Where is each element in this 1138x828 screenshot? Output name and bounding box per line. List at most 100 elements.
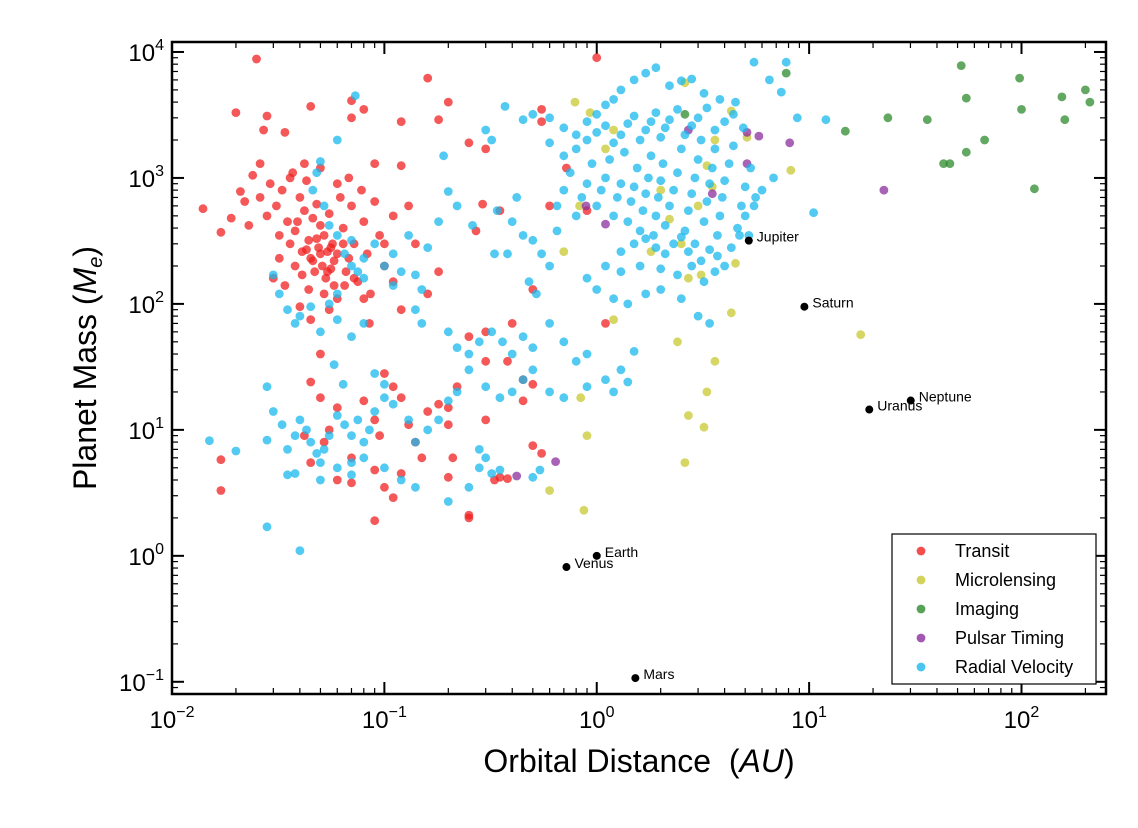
legend-marker-microlensing [916,575,926,585]
point-radial-velocity [623,217,633,227]
point-radial-velocity [669,239,678,249]
point-pulsar-timing [551,457,560,466]
x-tick-label: 100 [579,704,615,734]
point-transit [478,199,487,209]
point-radial-velocity [411,270,420,280]
point-imaging [1085,97,1095,107]
point-radial-velocity [609,95,618,104]
point-radial-velocity [609,211,618,221]
point-radial-velocity [290,319,300,328]
point-radial-velocity [411,305,420,315]
point-radial-velocity [464,365,474,375]
point-radial-velocity [495,393,505,403]
point-microlensing [673,337,682,347]
point-transit [306,458,316,467]
point-radial-velocity [274,289,284,299]
point-radial-velocity [676,232,686,242]
point-radial-velocity [656,264,666,274]
point-transit [370,197,380,206]
point-microlensing [693,201,703,211]
point-radial-velocity [629,239,639,249]
point-radial-velocity [498,337,507,347]
point-radial-velocity [658,159,668,169]
point-radial-velocity [262,522,272,532]
point-microlensing [545,486,554,495]
point-radial-velocity [231,446,241,456]
point-radial-velocity [532,289,541,299]
point-radial-velocity [582,117,592,126]
point-transit [349,273,359,283]
point-radial-velocity [452,343,462,352]
point-radial-velocity [696,256,706,266]
point-radial-velocity [316,327,325,337]
y-axis-title-unit: M [67,267,103,294]
point-radial-velocity [528,343,538,352]
point-radial-velocity [316,157,325,166]
point-radial-velocity [359,253,369,263]
point-radial-velocity [609,138,618,148]
point-radial-velocity [524,277,534,287]
planet-uranus-label: Uranus [877,398,922,414]
point-radial-velocity [545,261,554,271]
point-radial-velocity [423,425,433,435]
point-microlensing [570,97,580,107]
y-tick-label: 101 [128,415,164,445]
point-radial-velocity [370,407,380,416]
point-radial-velocity [487,135,497,145]
point-radial-velocity [417,285,427,294]
point-radial-velocity [464,482,474,492]
point-transit [396,393,406,403]
point-radial-velocity [347,332,356,341]
point-radial-velocity [490,249,499,259]
point-radial-velocity [632,163,642,173]
point-radial-velocity [439,151,448,161]
point-transit [304,235,314,245]
point-transit [495,472,505,482]
point-transit [285,239,295,249]
point-radial-velocity [347,458,356,467]
point-transit [347,201,356,211]
point-radial-velocity [710,144,720,154]
point-radial-velocity [474,463,484,473]
legend-label-imaging: Imaging [955,599,1019,619]
point-radial-velocity [693,311,703,321]
point-transit [344,173,354,183]
point-transit [518,396,528,406]
point-radial-velocity [616,267,626,277]
point-transit [507,319,517,328]
point-radial-velocity [283,305,292,315]
point-transit [380,482,389,492]
point-transit [244,221,254,230]
point-transit [319,289,329,299]
point-transit [295,302,305,312]
point-radial-velocity [528,109,538,119]
point-radial-velocity [487,327,497,337]
y-tick-label: 103 [128,163,164,193]
point-radial-velocity [332,411,342,420]
point-transit [434,267,443,277]
point-radial-velocity [693,113,703,123]
point-radial-velocity [535,465,545,475]
point-radial-velocity [776,87,786,97]
point-radial-velocity [792,113,802,123]
point-transit [329,281,339,290]
point-radial-velocity [665,201,674,211]
point-radial-velocity [609,294,618,304]
point-transit [280,281,290,290]
point-transit [255,159,265,169]
point-pulsar-timing [581,201,591,211]
point-radial-velocity [468,221,477,230]
point-radial-velocity [687,121,697,131]
point-radial-velocity [353,267,363,277]
point-imaging [980,135,989,145]
point-radial-velocity [809,208,818,218]
point-radial-velocity [626,197,636,206]
point-microlensing [582,431,592,440]
point-imaging [781,68,791,78]
point-radial-velocity [601,100,610,110]
point-imaging [1081,85,1090,95]
point-transit [272,201,281,211]
point-imaging [1015,73,1024,83]
point-radial-velocity [443,327,453,337]
point-microlensing [585,108,595,117]
